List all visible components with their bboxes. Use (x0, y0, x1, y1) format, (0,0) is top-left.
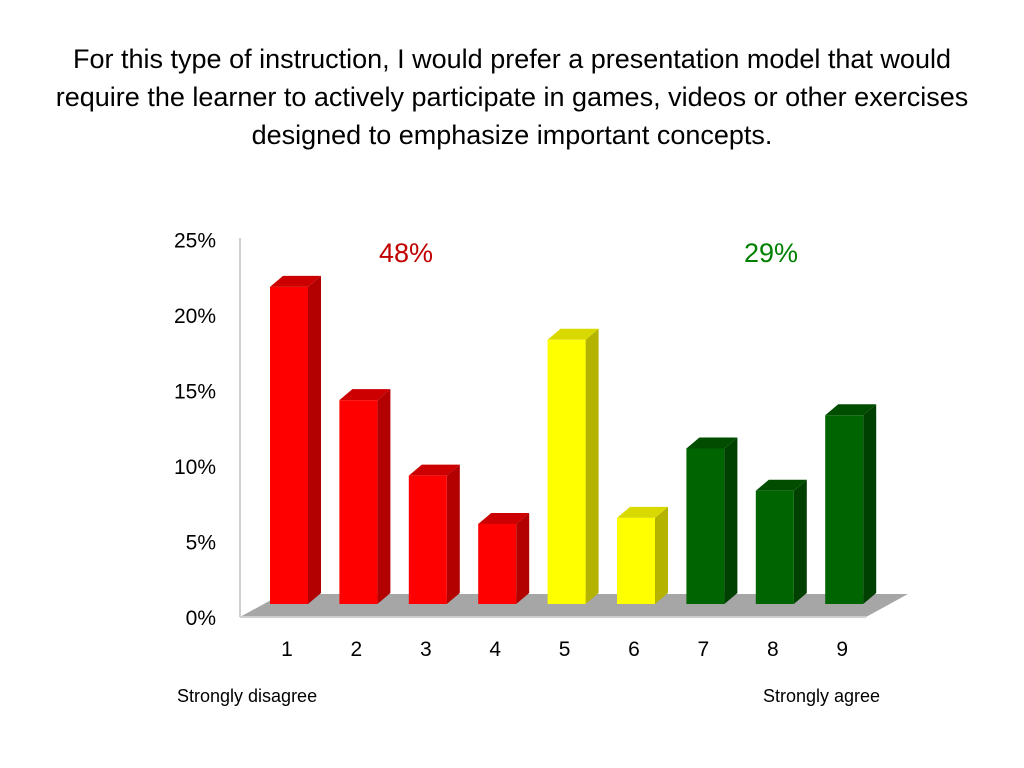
bar-front-face (478, 523, 517, 604)
bar-top-face (617, 506, 668, 518)
bar-front-face (617, 517, 655, 604)
bar-5 (547, 328, 599, 604)
bar-top-face (339, 389, 391, 401)
bar-side-face (446, 464, 460, 604)
x-tick-label: 6 (628, 638, 640, 661)
y-tick-label: 15% (174, 381, 216, 404)
bar-front-face (547, 339, 586, 604)
bar-side-face (516, 512, 530, 604)
disagree-percentage-label: 48% (379, 238, 433, 268)
bar-8 (755, 479, 807, 604)
bar-top-face (686, 437, 738, 449)
bar-3 (408, 464, 460, 604)
bar-9 (825, 404, 877, 604)
x-tick-label: 5 (559, 638, 571, 661)
strongly-agree-label: Strongly agree (763, 686, 881, 706)
bar-front-face (686, 448, 725, 604)
y-tick-label: 10% (174, 456, 216, 479)
bar-top-face (408, 464, 460, 476)
bar-2 (339, 389, 391, 604)
bar-7 (686, 437, 738, 604)
bar-side-face (377, 389, 391, 604)
chart-bars (270, 275, 877, 604)
bar-front-face (270, 286, 308, 604)
bar-side-face (724, 437, 738, 604)
chart-ticks: 0% 5% 10% 15% 20% 25% 1 2 3 4 5 6 7 8 9 (174, 230, 848, 662)
y-tick-label: 25% (174, 230, 216, 253)
bar-4 (478, 512, 530, 604)
bar-side-face (793, 479, 807, 604)
bar-front-face (339, 400, 378, 604)
chart-floor-plane (240, 594, 908, 617)
slide-title: For this type of instruction, I would pr… (55, 44, 969, 150)
x-tick-label: 8 (767, 638, 779, 661)
x-tick-label: 3 (420, 638, 432, 661)
x-tick-label: 2 (351, 638, 363, 661)
bar-1 (270, 275, 321, 604)
chart-floor (240, 594, 908, 618)
x-tick-label: 9 (836, 638, 848, 661)
bar-top-face (825, 404, 877, 416)
bar-front-face (825, 415, 864, 604)
agree-percentage-label: 29% (744, 238, 798, 268)
bar-side-face (655, 506, 668, 604)
y-tick-label: 0% (186, 607, 216, 630)
bar-front-face (408, 475, 447, 604)
x-tick-label: 4 (489, 638, 501, 661)
bar-top-face (547, 328, 599, 340)
strongly-disagree-label: Strongly disagree (177, 686, 318, 706)
bar-6 (617, 506, 668, 604)
bar-side-face (863, 404, 877, 604)
x-tick-label: 1 (281, 638, 293, 661)
bar-top-face (270, 275, 321, 287)
y-tick-label: 20% (174, 305, 216, 328)
bar-top-face (478, 512, 530, 524)
x-tick-label: 7 (698, 638, 710, 661)
bar-side-face (308, 275, 321, 604)
bar-top-face (755, 479, 807, 491)
y-tick-label: 5% (186, 532, 216, 555)
bar-side-face (585, 328, 599, 604)
bar-front-face (755, 490, 794, 604)
